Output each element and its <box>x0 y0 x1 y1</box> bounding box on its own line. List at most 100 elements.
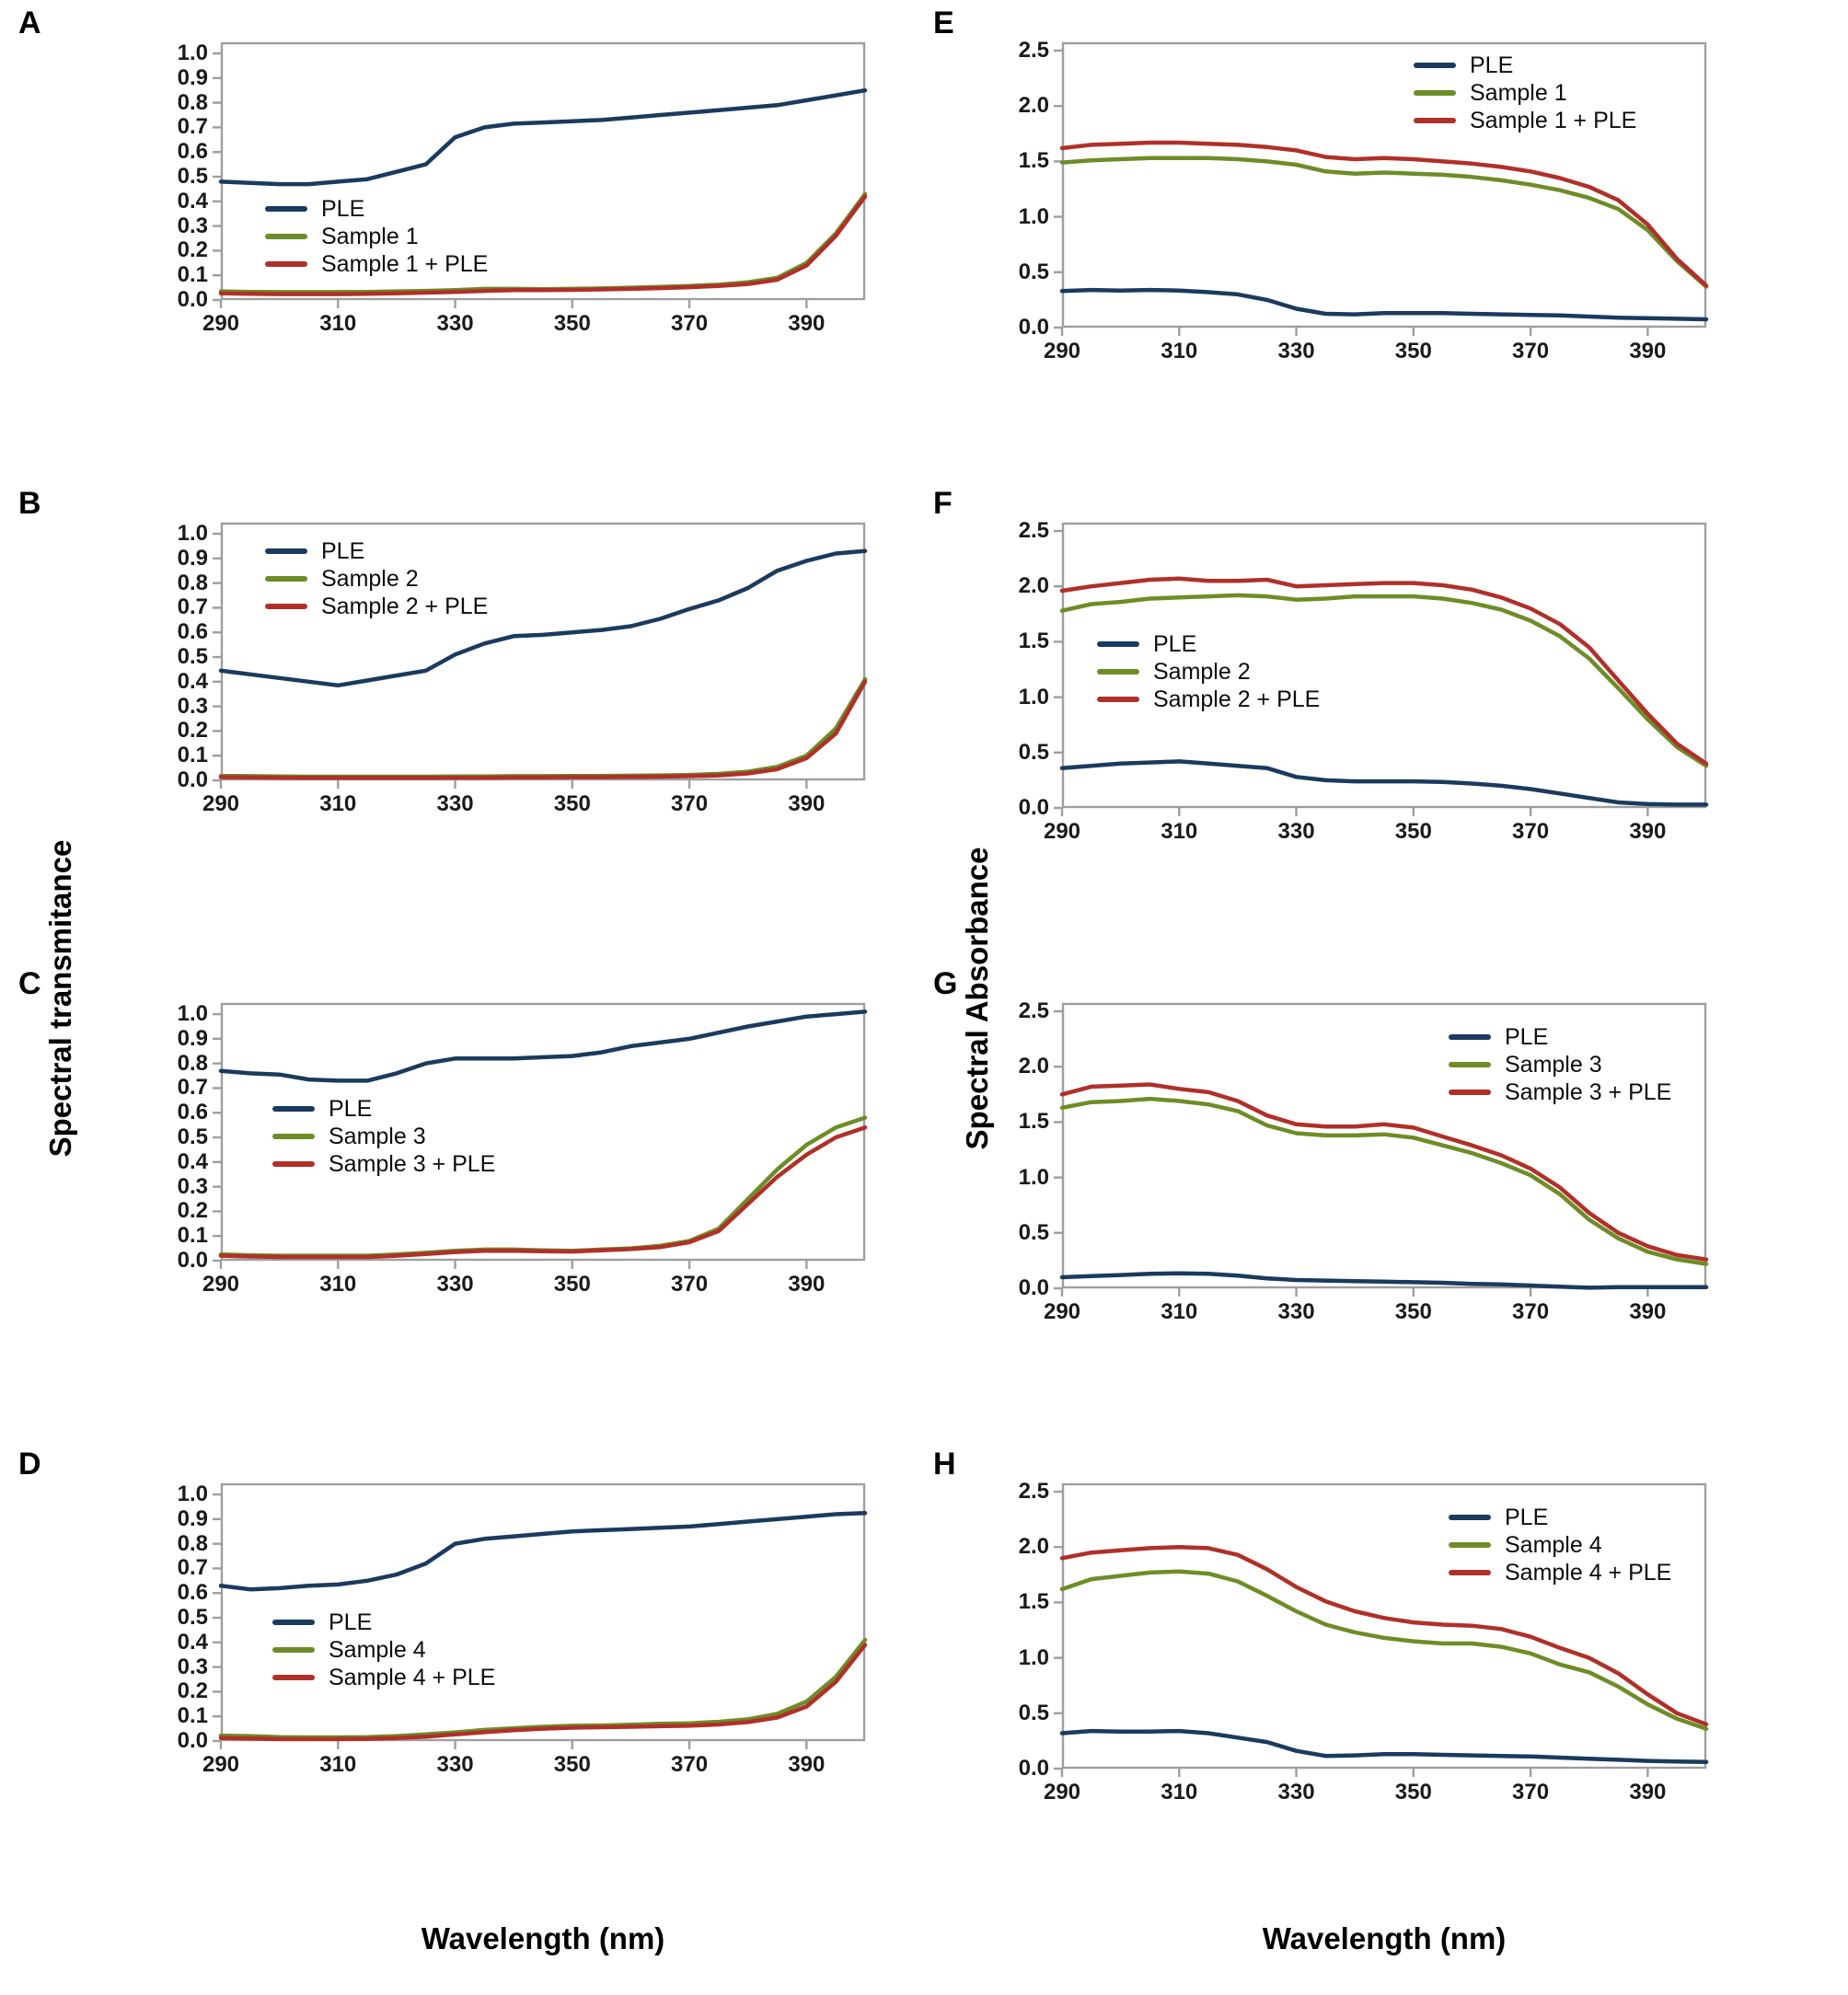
y-tick-label: 0.3 <box>177 693 208 719</box>
series-line-sample-2 <box>1059 593 1709 768</box>
right-x-axis-title: Wavelength (nm) <box>1262 1921 1507 1955</box>
legend-label: Sample 2 + PLE <box>321 593 489 619</box>
legend-swatch-ple_navy <box>272 1620 315 1625</box>
y-tick-label: 0.5 <box>177 164 208 190</box>
x-tick-label: 290 <box>202 1272 240 1297</box>
y-tick-label: 0.8 <box>177 1530 208 1556</box>
y-tick-label: 0.5 <box>1018 1700 1049 1725</box>
panel-letter-A: A <box>18 6 41 40</box>
legend-item: Sample 1 + PLE <box>1414 107 1636 134</box>
series-line-ple <box>218 1009 868 1083</box>
legend-item: Sample 4 <box>272 1636 495 1664</box>
panel-F: F 2.5 2.0 1.5 1.0 0.5 0.0 290 310 330 350 370 390 PLE… <box>924 480 1848 961</box>
panel-letter-D: D <box>18 1447 41 1482</box>
series-line-sample-4-ple <box>218 1643 868 1742</box>
x-tick-label: 290 <box>1043 1780 1081 1805</box>
y-tick-label: 2.5 <box>1018 1479 1049 1505</box>
plot-border <box>220 1002 866 1262</box>
x-tick-label: 290 <box>1043 1299 1081 1324</box>
y-tick-label: 0.4 <box>177 188 208 213</box>
legend-item: Sample 2 <box>265 565 488 593</box>
x-tick-label: 310 <box>1161 1299 1198 1324</box>
legend-item: Sample 4 <box>1449 1531 1671 1559</box>
panel-letter-B: B <box>18 486 41 521</box>
panel-A: A 1.0 0.9 0.8 0.7 0.6 0.5 0.4 0.3 0.2 0.1 0.0 290 310… <box>0 0 924 480</box>
legend-swatch-ple_navy <box>265 206 307 212</box>
y-tick-label: 0.7 <box>177 114 208 140</box>
legend-swatch-sample_green <box>265 234 307 239</box>
x-tick-label: 370 <box>671 791 709 816</box>
y-tick-label: 0.9 <box>177 1025 208 1051</box>
x-tick-label: 350 <box>553 1272 591 1297</box>
y-tick-label: 0.1 <box>177 1703 208 1729</box>
series-line-sample-2-ple <box>218 679 868 780</box>
x-tick-label: 350 <box>553 791 591 816</box>
y-tick-label: 0.6 <box>177 1100 208 1125</box>
legend-B: PLE Sample 2 Sample 2 + PLE <box>265 537 488 620</box>
y-tick-label: 0.0 <box>1018 795 1049 820</box>
plot-H <box>1054 1482 1709 1777</box>
panel-D: D 1.0 0.9 0.8 0.7 0.6 0.5 0.4 0.3 0.2 0.1 0.0 290 310… <box>0 1441 924 1921</box>
x-tick-label: 330 <box>436 1752 474 1777</box>
x-tick-label: 290 <box>202 311 240 336</box>
x-tick-label: 310 <box>1161 339 1198 363</box>
y-tick-label: 0.3 <box>177 1654 208 1679</box>
legend-H: PLE Sample 4 Sample 4 + PLE <box>1449 1504 1671 1586</box>
x-tick-label: 390 <box>1629 1780 1667 1805</box>
x-tick-label: 390 <box>788 1272 826 1297</box>
series-line-sample-3 <box>1059 1096 1709 1266</box>
legend-label: Sample 2 <box>321 565 419 592</box>
y-tick-label: 1.0 <box>177 1482 208 1507</box>
legend-label: PLE <box>329 1609 373 1635</box>
x-tick-label: 330 <box>436 1272 474 1297</box>
y-tick-label: 0.5 <box>177 1124 208 1150</box>
x-tick-label: 370 <box>671 1752 709 1777</box>
legend-label: Sample 2 <box>1153 658 1251 685</box>
y-tick-label: 0.2 <box>177 237 208 263</box>
legend-swatch-ple_navy <box>1414 63 1456 68</box>
legend-swatch-sample_ple_red <box>1449 1090 1491 1095</box>
x-tick-label: 370 <box>1512 339 1550 363</box>
series-line-sample-2-ple <box>1059 576 1709 767</box>
plot-border <box>1061 1482 1707 1770</box>
y-tick-label: 0.5 <box>1018 739 1049 765</box>
x-tick-label: 350 <box>1394 1780 1432 1805</box>
x-tick-label: 290 <box>1043 819 1081 844</box>
y-tick-label: 0.1 <box>177 262 208 288</box>
y-tick-label: 0.3 <box>177 213 208 238</box>
series-line-sample-3-ple <box>218 1125 868 1260</box>
plot-B <box>213 522 868 789</box>
x-tick-label: 350 <box>553 1752 591 1777</box>
legend-swatch-sample_green <box>1414 90 1456 96</box>
y-tick-label: 1.0 <box>177 40 208 66</box>
x-tick-label: 310 <box>1161 1780 1198 1805</box>
y-tick-label: 0.1 <box>177 743 208 768</box>
x-tick-label: 330 <box>1277 1780 1315 1805</box>
y-tick-label: 1.0 <box>177 521 208 547</box>
y-tick-label: 0.0 <box>177 1248 208 1273</box>
x-tick-label: 330 <box>1277 1299 1315 1324</box>
series-line-sample-3-ple <box>1059 1082 1709 1262</box>
legend-item: Sample 2 + PLE <box>1097 686 1320 713</box>
legend-swatch-sample_ple_red <box>1449 1570 1491 1575</box>
legend-label: PLE <box>1153 630 1197 657</box>
absorbance-panels: E 2.5 2.0 1.5 1.0 0.5 0.0 290 310 330 350 370 390 PLE… <box>924 0 1848 1921</box>
y-tick-label: 2.5 <box>1018 38 1049 63</box>
legend-item: PLE <box>1414 52 1636 79</box>
panel-letter-E: E <box>933 6 954 40</box>
x-tick-label: 370 <box>671 1272 709 1297</box>
x-tick-label: 370 <box>1512 1780 1550 1805</box>
legend-label: Sample 3 <box>329 1123 426 1149</box>
x-tick-label: 290 <box>202 1752 240 1777</box>
y-tick-label: 0.8 <box>177 570 208 595</box>
legend-label: Sample 1 <box>1470 79 1567 106</box>
right-x-axis-title-row: Wavelength (nm) <box>924 1921 1848 1986</box>
x-tick-label: 350 <box>1394 339 1432 363</box>
legend-swatch-sample_ple_red <box>265 261 307 267</box>
y-tick-label: 0.4 <box>177 1148 208 1174</box>
y-tick-label: 1.5 <box>1018 628 1049 654</box>
legend-label: Sample 3 + PLE <box>329 1150 496 1177</box>
legend-item: PLE <box>272 1609 495 1636</box>
legend-label: PLE <box>321 195 365 222</box>
